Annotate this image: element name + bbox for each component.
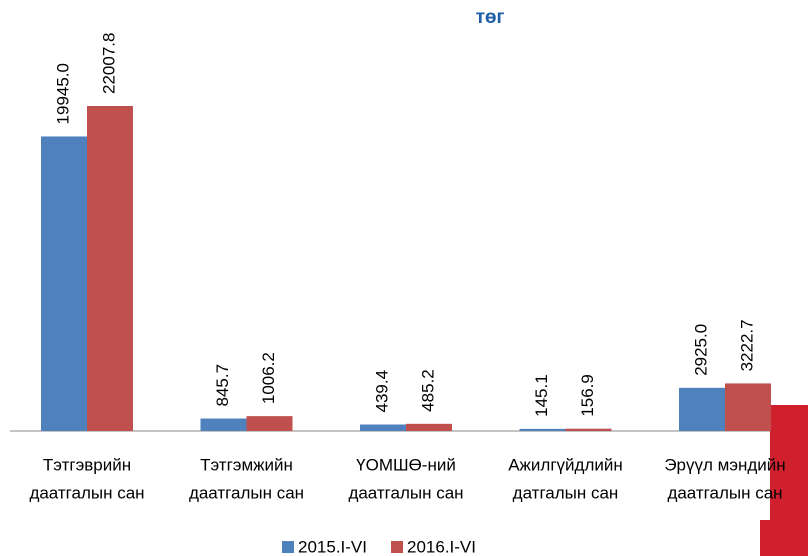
bar <box>41 136 87 431</box>
bar <box>565 428 612 431</box>
data-label: 3222.7 <box>737 319 756 371</box>
data-label: 485.2 <box>418 369 437 412</box>
bar <box>519 428 566 431</box>
x-tick-label: даатгалын сан <box>348 483 463 502</box>
x-tick-label: даатгалын сан <box>29 483 144 502</box>
data-label: 1006.2 <box>259 352 278 404</box>
data-label: 22007.8 <box>99 33 118 94</box>
bar <box>87 106 133 431</box>
x-tick-label: Эрүүл мэндийн <box>664 455 785 474</box>
bar <box>200 418 247 431</box>
data-label: 439.4 <box>372 370 391 413</box>
bar <box>406 423 452 431</box>
legend-swatch <box>282 541 294 553</box>
legend-label: 2015.I-VI <box>298 537 367 556</box>
chart-title: төг <box>476 7 505 28</box>
bar <box>679 387 725 431</box>
data-label: 156.9 <box>578 374 597 417</box>
data-label: 845.7 <box>213 364 232 407</box>
data-label: 19945.0 <box>53 63 72 124</box>
x-tick-label: даатгалын сан <box>667 483 782 502</box>
legend-label: 2016.I-VI <box>407 537 476 556</box>
data-label: 145.1 <box>532 374 551 417</box>
bar <box>725 383 771 431</box>
x-tick-label: датгалын сан <box>513 483 619 502</box>
bar <box>246 416 293 431</box>
x-tick-label: ҮОМШӨ-ний <box>356 455 456 474</box>
data-label: 2925.0 <box>691 324 710 376</box>
legend-swatch <box>391 541 403 553</box>
x-tick-label: даатгалын сан <box>189 483 304 502</box>
decoration <box>760 405 808 556</box>
x-tick-label: Тэтгэврийн <box>43 455 131 474</box>
bar <box>360 424 406 431</box>
x-tick-label: Тэтгэмжийн <box>200 455 293 474</box>
x-tick-label: Ажилгүйдлийн <box>508 455 623 474</box>
